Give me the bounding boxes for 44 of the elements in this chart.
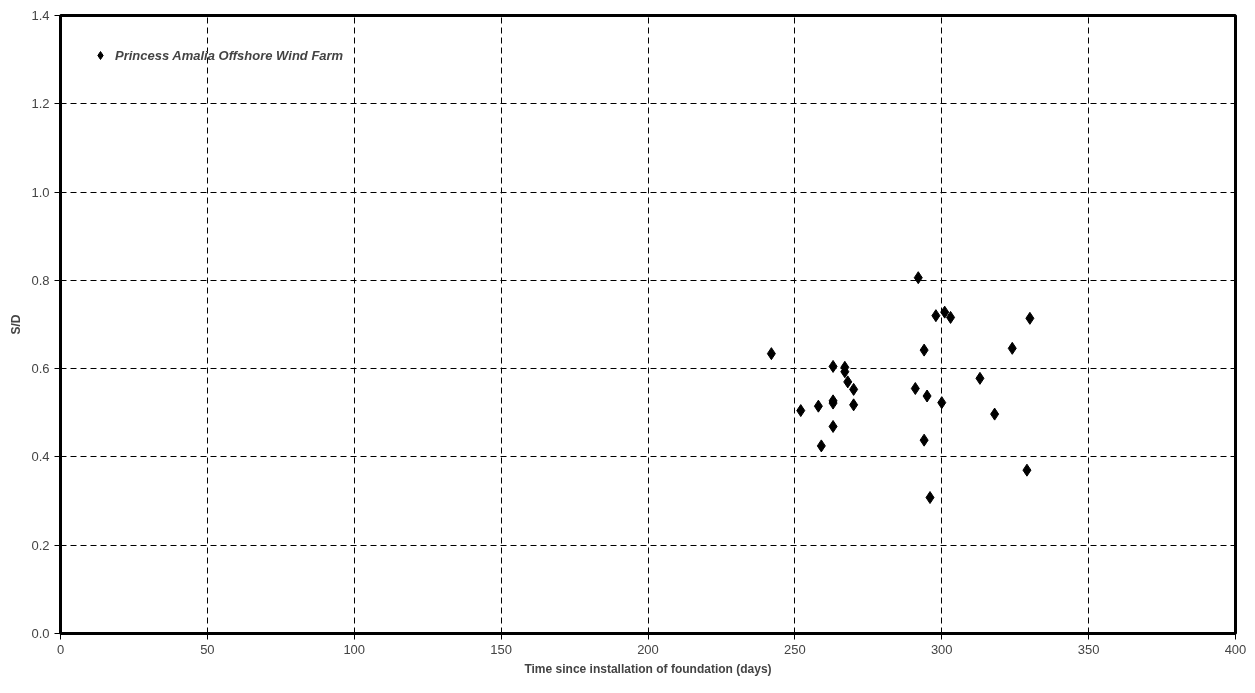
legend-label: Princess Amalia Offshore Wind Farm — [115, 47, 344, 63]
y-tick-label: 0.4 — [31, 449, 50, 465]
point — [849, 398, 859, 412]
x-tick-label: 250 — [784, 641, 806, 657]
point — [931, 309, 941, 323]
point — [843, 375, 853, 389]
y-tick-label: 0.2 — [31, 537, 50, 553]
x-tick-label: 350 — [1077, 641, 1100, 657]
y-axis-title: S/D — [9, 314, 24, 335]
x-tick-label: 100 — [343, 641, 366, 657]
x-tick-label: 150 — [490, 641, 512, 657]
point — [919, 433, 929, 447]
point — [828, 419, 838, 433]
point — [1007, 341, 1017, 355]
point — [990, 407, 1000, 421]
point — [1022, 463, 1032, 477]
point — [910, 382, 920, 396]
point — [975, 371, 985, 385]
point — [828, 359, 838, 373]
x-axis-title: Time since installation of foundation (days) — [524, 661, 772, 676]
x-tick-label: 200 — [637, 641, 659, 657]
point — [940, 305, 950, 319]
point — [919, 343, 929, 357]
x-tick-label: 300 — [930, 641, 953, 657]
y-tick-label: 1.4 — [31, 8, 50, 23]
y-tick-label: 0.6 — [31, 361, 50, 377]
point — [1025, 311, 1035, 325]
y-tick-label: 1.0 — [31, 184, 50, 200]
point — [849, 382, 859, 396]
x-tick-label: 400 — [1224, 641, 1247, 657]
point — [816, 439, 826, 453]
point — [913, 271, 923, 285]
y-tick-label: 0.0 — [31, 626, 50, 641]
point — [946, 310, 956, 324]
point — [925, 491, 935, 505]
point — [766, 347, 776, 361]
point — [813, 399, 823, 413]
point — [922, 389, 932, 403]
point — [796, 404, 806, 418]
point — [937, 396, 947, 410]
y-tick-label: 0.8 — [31, 272, 50, 288]
x-tick-label: 0 — [56, 641, 65, 657]
x-tick-label: 50 — [200, 641, 215, 657]
y-tick-label: 1.2 — [31, 96, 50, 112]
